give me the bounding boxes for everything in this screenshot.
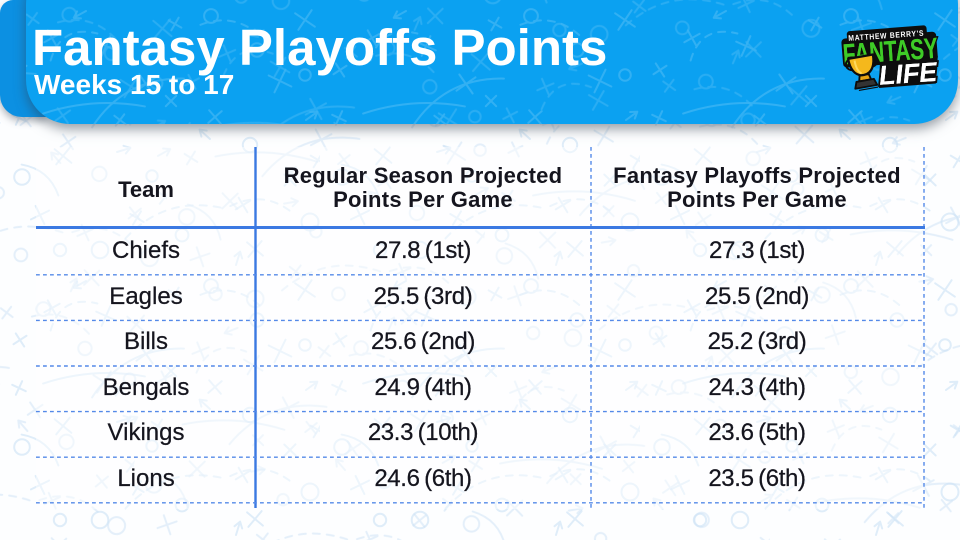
svg-text:LIFE: LIFE bbox=[878, 56, 939, 91]
svg-text:LIFE: LIFE bbox=[878, 56, 939, 91]
